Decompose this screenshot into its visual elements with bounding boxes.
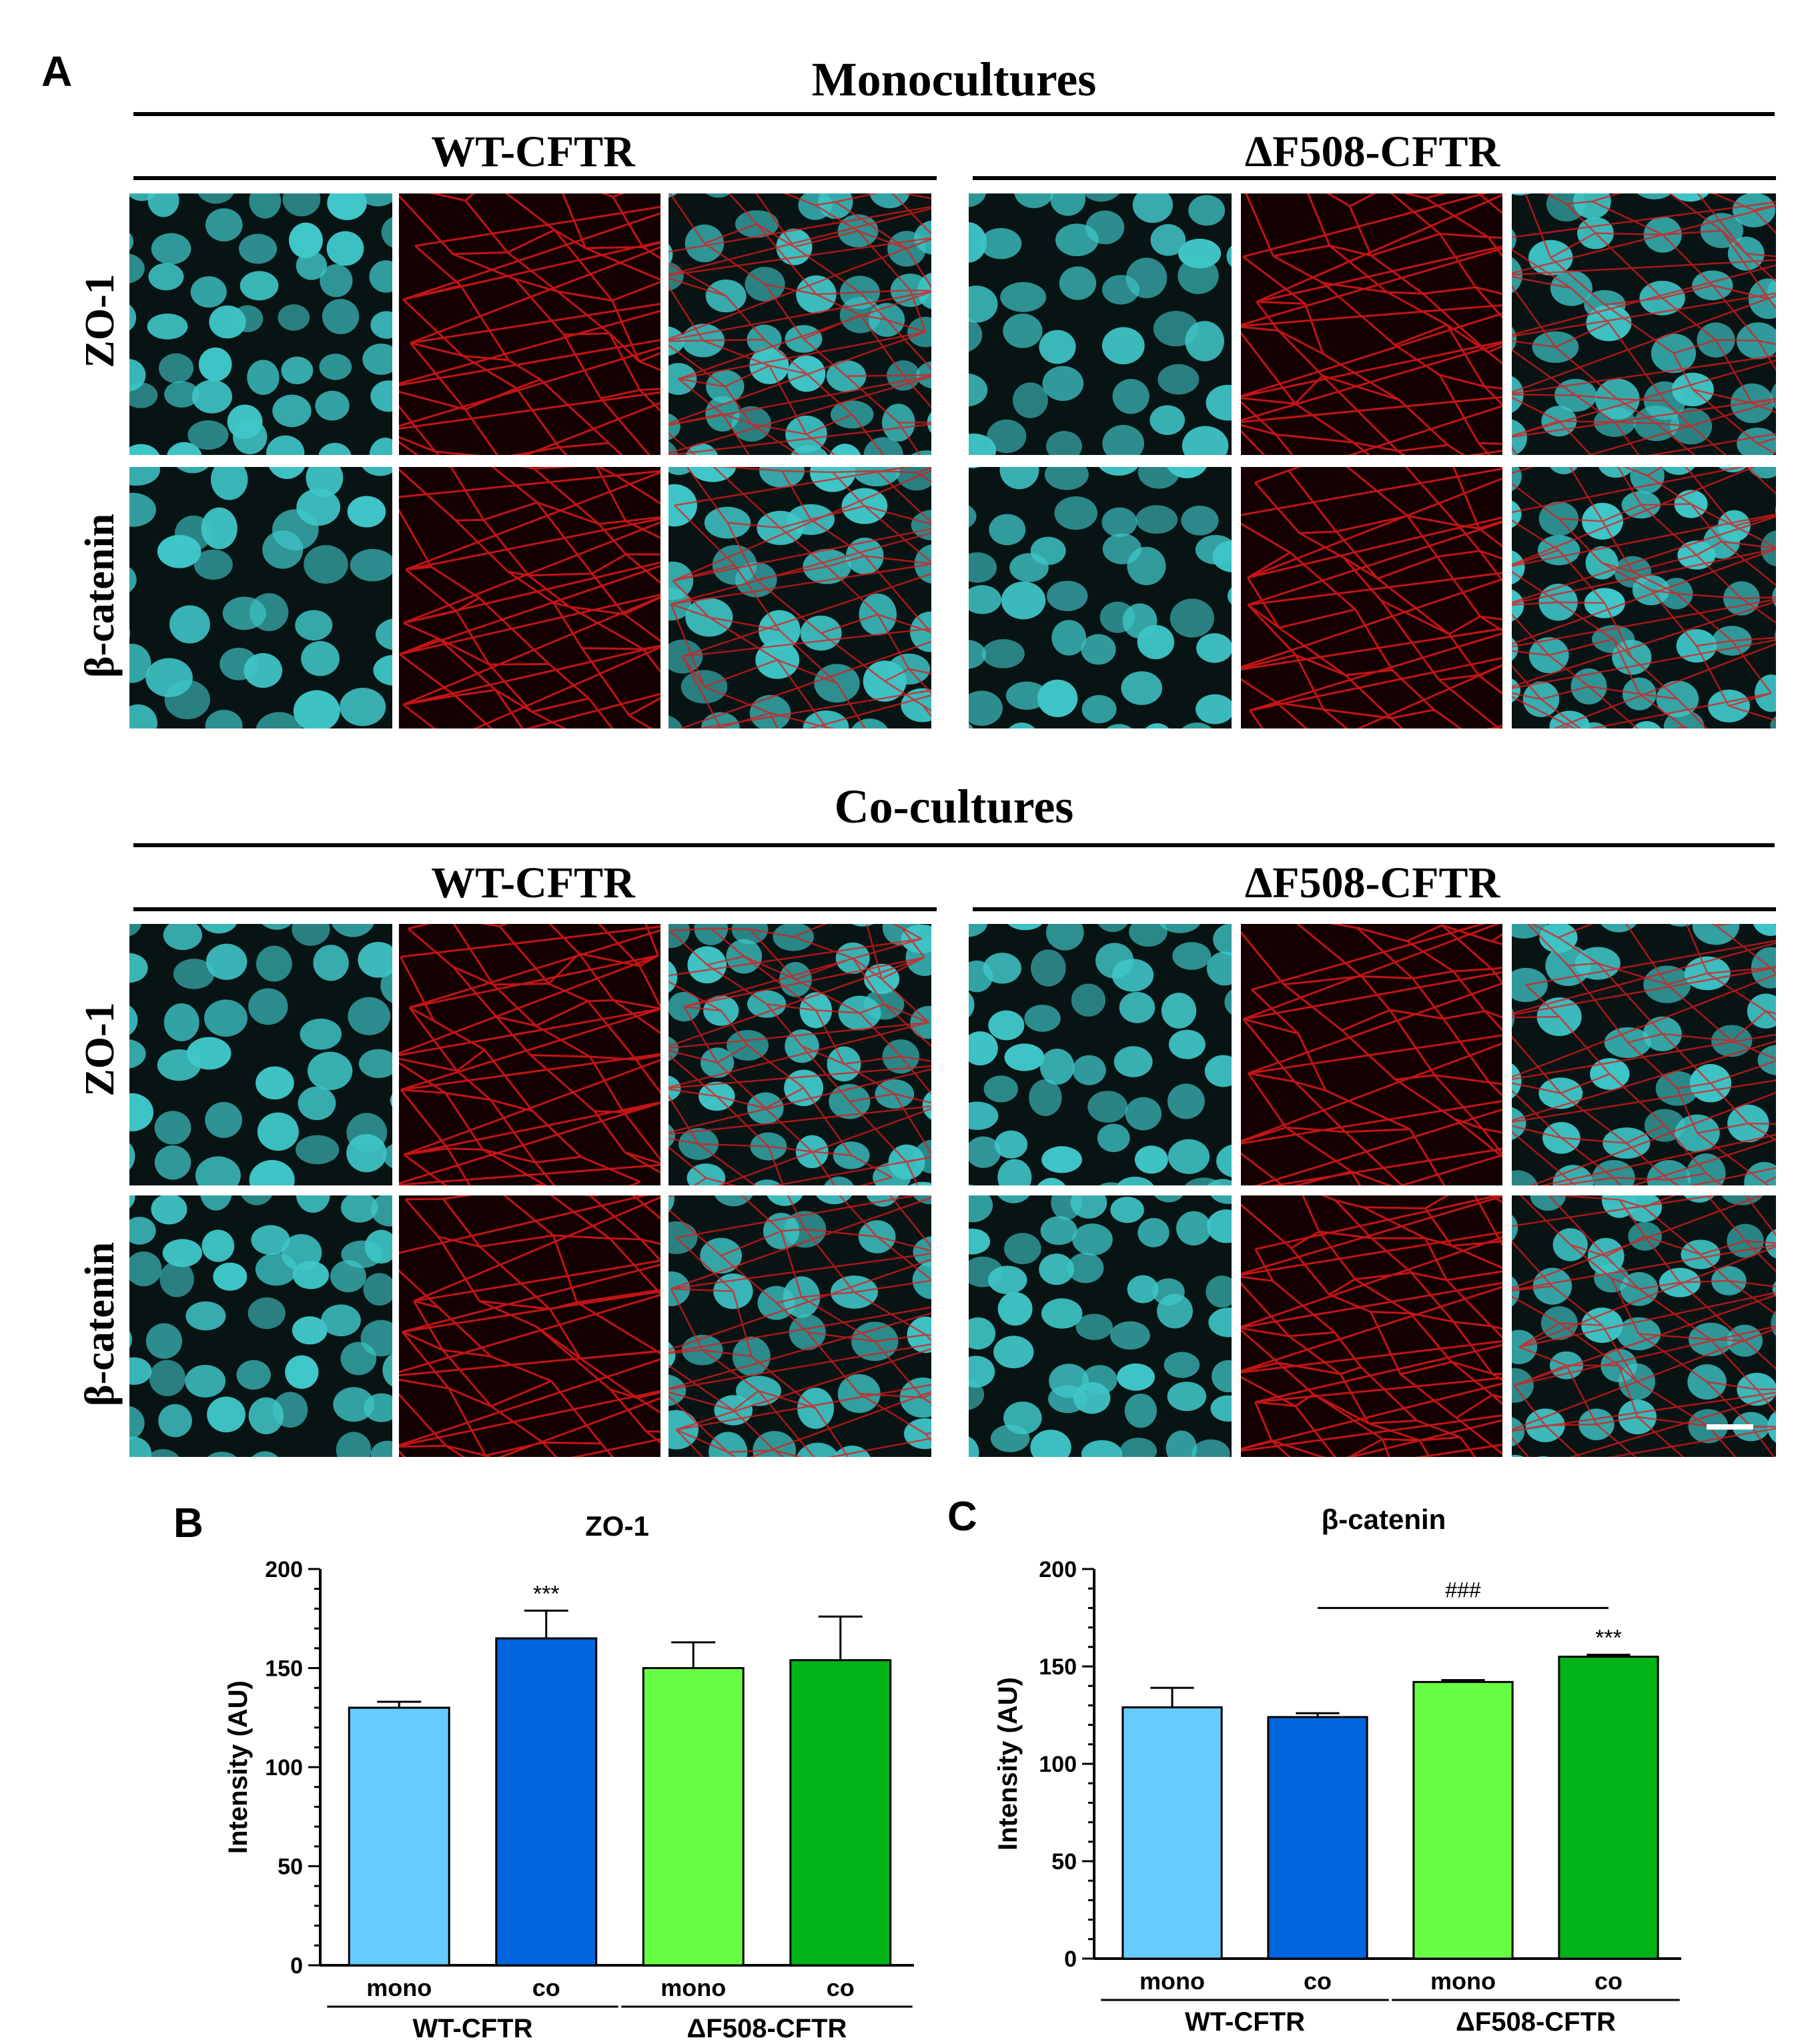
micrograph-merge <box>1512 193 1776 455</box>
micrograph-merge <box>668 1195 931 1457</box>
significance-marker: *** <box>1595 1625 1622 1650</box>
x-tick-label: co <box>827 1974 855 2001</box>
panel-letter-a: A <box>41 47 73 95</box>
micrograph-nuclei <box>129 924 392 1185</box>
panel-letter: B <box>173 1500 203 1546</box>
y-tick-label: 100 <box>1039 1752 1077 1777</box>
bar <box>789 1659 892 1967</box>
y-tick-label: 150 <box>1039 1654 1077 1680</box>
micrograph-merge <box>668 193 931 455</box>
group-divider <box>973 176 1776 180</box>
group-title-df508-co: ΔF508-CFTR <box>1244 859 1500 907</box>
micrograph-nuclei <box>969 1195 1232 1457</box>
comparison-marker: ### <box>1445 1578 1481 1602</box>
chart-title: β-catenin <box>1322 1504 1446 1535</box>
x-tick-label: mono <box>1430 1967 1496 1995</box>
micrograph-nuclei <box>969 924 1232 1185</box>
micrograph-nuclei <box>969 193 1232 455</box>
x-tick-label: co <box>1595 1967 1623 1995</box>
group-label: WT-CFTR <box>413 2014 533 2043</box>
group-label: WT-CFTR <box>1185 2007 1305 2037</box>
row-label-bcatenin-co: β-catenin <box>77 1241 123 1407</box>
section-divider <box>133 843 1775 847</box>
y-tick-label: 0 <box>1064 1947 1077 1972</box>
y-tick-label: 50 <box>278 1855 303 1880</box>
x-tick-label: co <box>532 1974 560 2001</box>
bar <box>1121 1706 1223 1960</box>
x-tick-label: mono <box>366 1974 432 2001</box>
y-tick-label: 0 <box>290 1953 303 1979</box>
group-divider <box>133 907 937 911</box>
chart-title: ZO-1 <box>585 1510 649 1542</box>
micrograph-nuclei <box>129 1195 392 1457</box>
y-tick-label: 100 <box>265 1755 303 1780</box>
micrograph-merge <box>1512 1195 1776 1457</box>
micrograph-merge <box>668 924 931 1185</box>
y-tick-label: 200 <box>265 1557 303 1582</box>
bar <box>642 1667 745 1967</box>
bar <box>495 1637 598 1967</box>
micrograph-marker <box>1241 467 1502 728</box>
micrograph-marker <box>1241 193 1502 455</box>
micrograph-marker <box>1241 924 1502 1185</box>
micrograph-nuclei <box>969 467 1232 728</box>
micrograph-merge <box>1512 924 1776 1185</box>
y-tick-label: 50 <box>1051 1849 1077 1875</box>
section-title-monocultures: Monocultures <box>811 53 1097 106</box>
bar <box>348 1706 450 1967</box>
bar <box>1558 1655 1659 1960</box>
y-axis-label: Intensity (AU) <box>993 1677 1023 1851</box>
bar <box>1412 1680 1514 1960</box>
y-axis-label: Intensity (AU) <box>223 1680 253 1854</box>
row-label-bcatenin-mono: β-catenin <box>77 513 123 678</box>
micrograph-marker <box>399 1195 660 1457</box>
section-divider <box>133 112 1775 116</box>
chart-b-zo1: B ZO-1 0 50 100 150 200 Intensity (AU) mono co mon… <box>173 1500 914 2043</box>
significance-marker: *** <box>533 1581 560 1606</box>
micrograph-nuclei <box>129 467 392 728</box>
x-tick-label: mono <box>1140 1967 1205 1995</box>
group-divider <box>973 907 1776 911</box>
group-label: ΔF508-CFTR <box>687 2014 847 2043</box>
x-tick-label: mono <box>660 1974 726 2001</box>
micrograph-nuclei <box>129 193 392 455</box>
row-label-zo1-co: ZO-1 <box>77 1002 123 1097</box>
bar <box>1267 1716 1368 1960</box>
micrograph-marker <box>1241 1195 1502 1457</box>
group-title-wt-mono: WT-CFTR <box>431 127 635 176</box>
y-tick-label: 200 <box>1039 1557 1077 1582</box>
micrograph-marker <box>399 467 660 728</box>
micrograph-marker <box>399 924 660 1185</box>
group-divider <box>133 176 937 180</box>
scale-bar <box>1707 1424 1753 1430</box>
section-title-cocultures: Co-cultures <box>834 780 1074 833</box>
micrograph-merge <box>668 467 931 728</box>
micrograph-marker <box>399 193 660 455</box>
group-title-wt-co: WT-CFTR <box>431 859 635 907</box>
group-label: ΔF508-CFTR <box>1456 2007 1616 2037</box>
panel-letter: C <box>947 1494 977 1540</box>
row-label-zo1-mono: ZO-1 <box>77 274 123 368</box>
group-title-df508-mono: ΔF508-CFTR <box>1244 127 1500 176</box>
micrograph-merge <box>1512 467 1776 728</box>
x-tick-label: co <box>1304 1967 1332 1995</box>
y-tick-label: 150 <box>265 1656 303 1682</box>
